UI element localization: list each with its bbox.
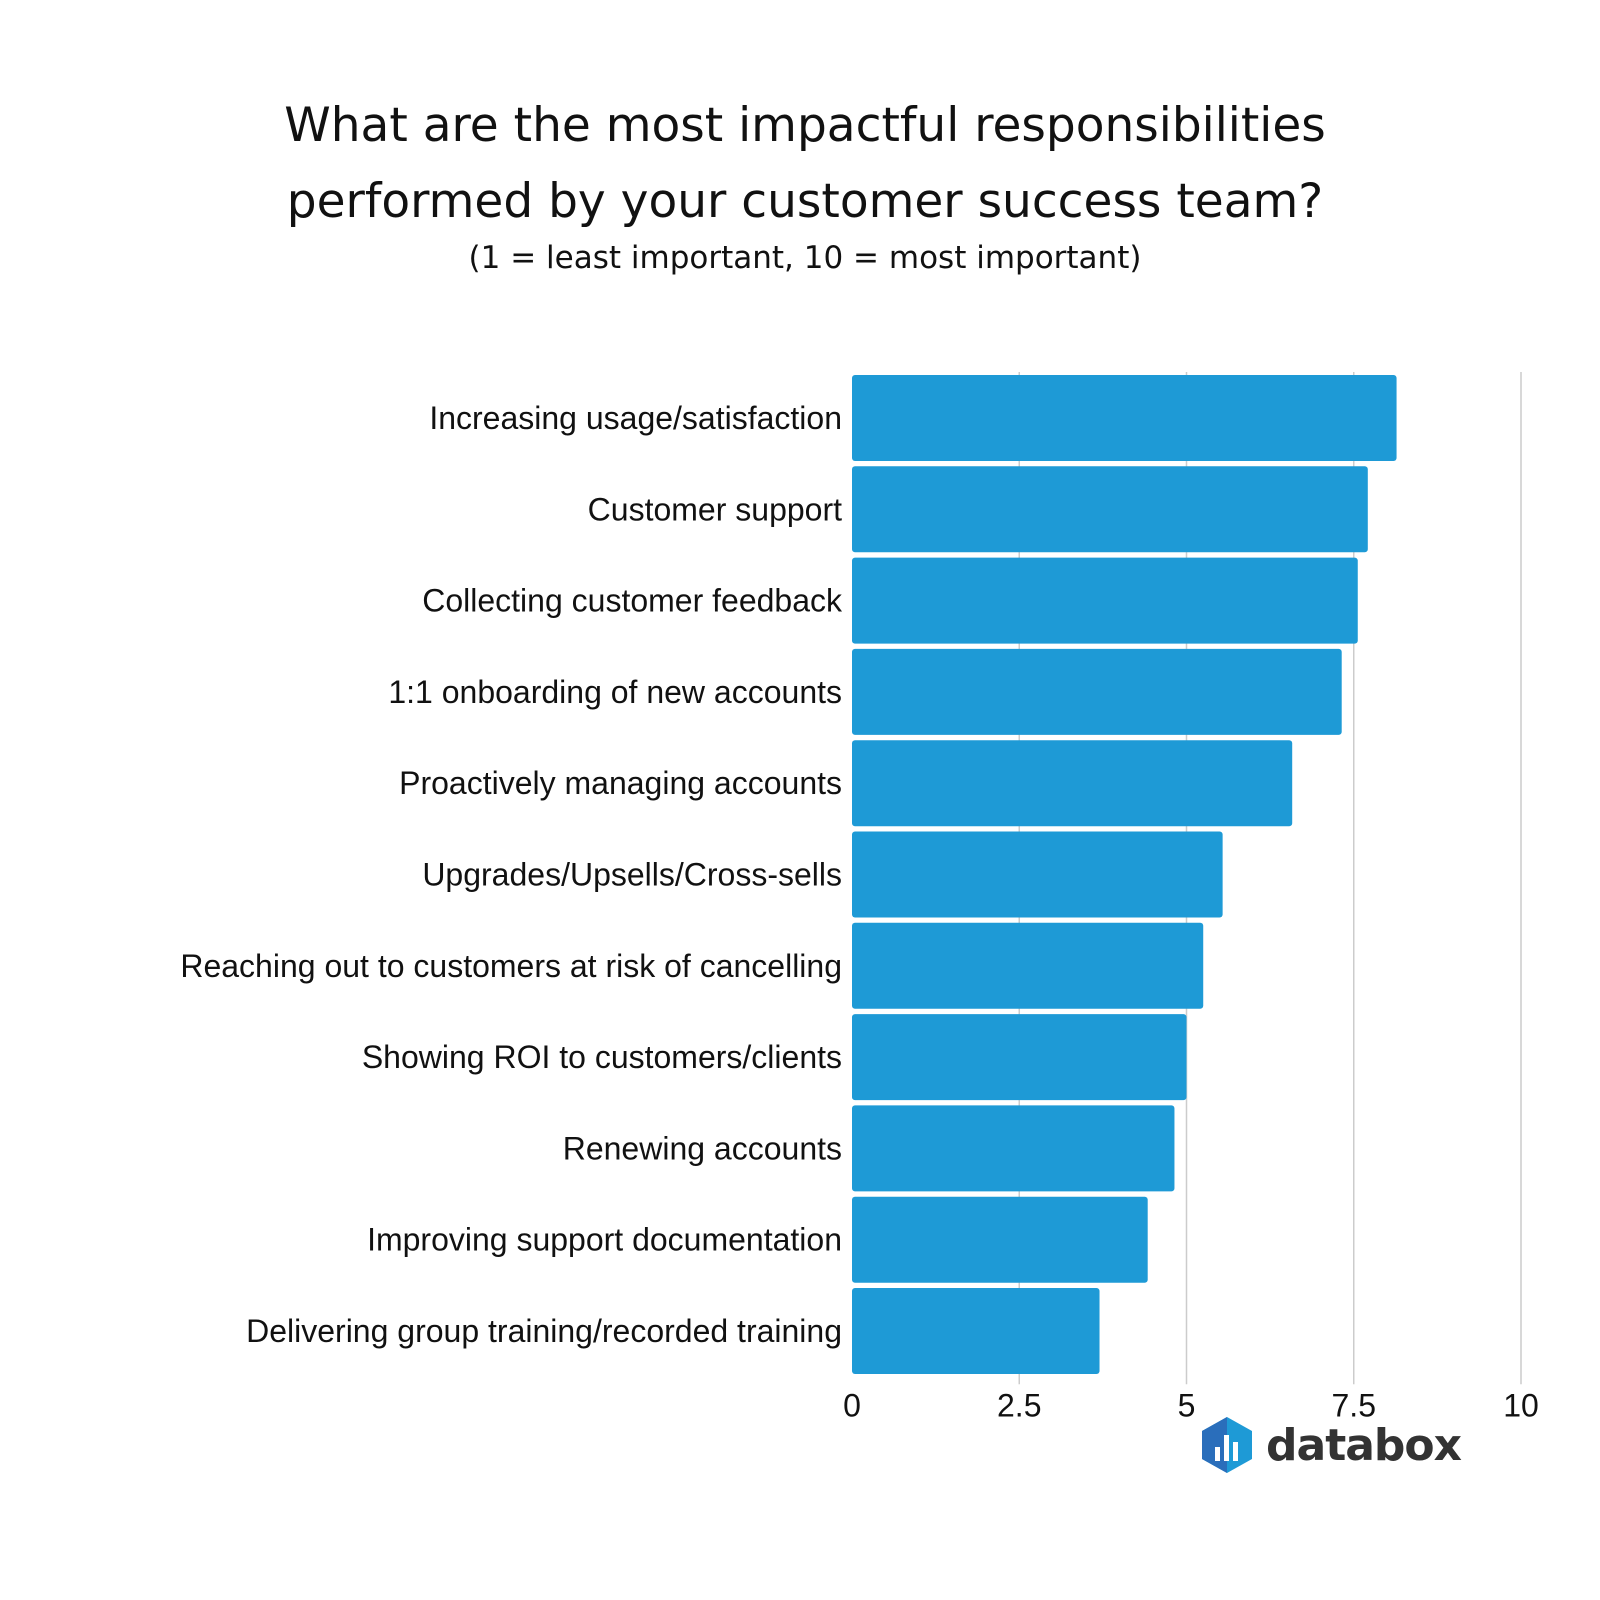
databox-logo-text: databox — [1266, 1419, 1462, 1471]
x-tick-label: 5 — [1178, 1387, 1196, 1423]
bar — [852, 1288, 1100, 1374]
chart-title-line-2: performed by your customer success team? — [286, 174, 1324, 229]
bar — [852, 922, 1204, 1009]
category-label: Customer support — [588, 491, 842, 527]
bar — [852, 1196, 1148, 1283]
bar — [852, 375, 1397, 461]
category-label: Reaching out to customers at risk of can… — [180, 948, 842, 984]
category-label: Improving support documentation — [367, 1222, 842, 1258]
x-tick-label: 10 — [1503, 1387, 1539, 1423]
category-label: Proactively managing accounts — [399, 765, 842, 801]
x-tick-label: 0 — [843, 1387, 861, 1423]
category-label: Showing ROI to customers/clients — [362, 1039, 842, 1075]
databox-logo: databox — [1200, 1415, 1462, 1475]
databox-logo-icon — [1202, 1417, 1252, 1473]
x-tick-label: 7.5 — [1332, 1387, 1376, 1423]
category-label: Upgrades/Upsells/Cross-sells — [422, 857, 842, 893]
bar — [852, 648, 1342, 735]
bar — [852, 1014, 1187, 1101]
chart-title: What are the most impactful responsibili… — [0, 88, 1600, 240]
category-label: 1:1 onboarding of new accounts — [388, 674, 842, 710]
category-label: Collecting customer feedback — [422, 583, 843, 619]
bar — [852, 1105, 1175, 1192]
bar — [852, 466, 1368, 553]
chart-subtitle: (1 = least important, 10 = most importan… — [468, 240, 1142, 276]
bar — [852, 740, 1293, 827]
bar — [852, 831, 1223, 918]
x-tick-label: 2.5 — [997, 1387, 1041, 1423]
category-label: Increasing usage/satisfaction — [429, 400, 842, 436]
chart-title-line-1: What are the most impactful responsibili… — [284, 98, 1326, 153]
category-label: Renewing accounts — [563, 1130, 842, 1166]
bar — [852, 557, 1358, 644]
category-label: Delivering group training/recorded train… — [246, 1313, 842, 1349]
